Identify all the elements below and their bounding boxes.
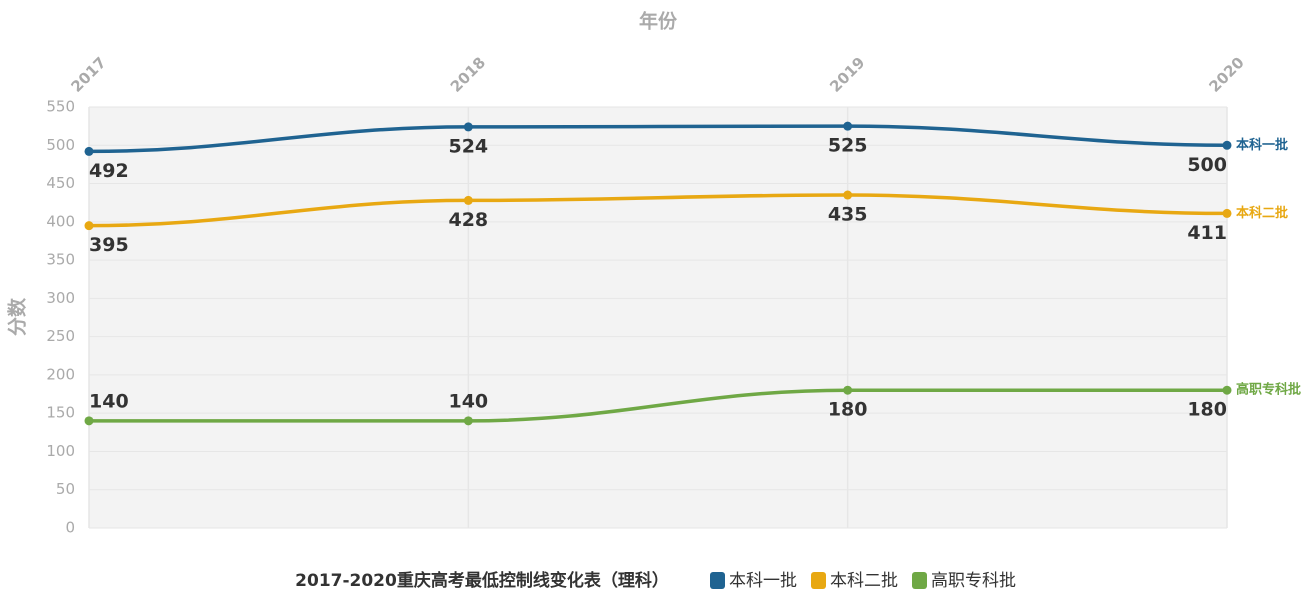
point — [84, 146, 94, 156]
legend-label: 本科一批 — [729, 571, 797, 591]
data-label: 140 — [89, 390, 129, 412]
point — [463, 195, 473, 205]
series-line — [88, 124, 1228, 154]
y-tick-label: 200 — [46, 365, 75, 383]
x-tick-label: 2018 — [447, 54, 489, 96]
y-tick-label: 250 — [46, 327, 75, 345]
y-axis-title: 分数 — [6, 297, 29, 336]
plot-background — [89, 107, 1227, 528]
y-tick-label: 0 — [65, 519, 75, 537]
legend-marker — [811, 572, 826, 589]
data-label: 411 — [1187, 222, 1227, 244]
series-end-label: 高职专科批 — [1236, 382, 1301, 398]
y-tick-label: 400 — [46, 212, 75, 230]
point — [843, 121, 853, 131]
legend-title: 2017-2020重庆高考最低控制线变化表（理科） — [295, 570, 669, 591]
point — [84, 221, 94, 231]
x-tick-label: 2019 — [826, 54, 868, 96]
legend-marker — [912, 572, 927, 589]
point — [463, 122, 473, 132]
y-tick-label: 500 — [46, 136, 75, 154]
data-label: 140 — [448, 390, 488, 412]
y-tick-label: 50 — [56, 480, 75, 498]
series-end-label: 本科一批 — [1236, 137, 1288, 153]
y-tick-label: 350 — [46, 251, 75, 269]
legend-label: 高职专科批 — [931, 571, 1016, 591]
point — [843, 190, 853, 200]
data-label: 428 — [448, 209, 488, 231]
y-tick-label: 550 — [46, 98, 75, 116]
series-end-label: 本科二批 — [1236, 205, 1288, 221]
point — [84, 416, 94, 426]
point — [1222, 208, 1232, 218]
point — [1222, 140, 1232, 150]
y-tick-label: 100 — [46, 442, 75, 460]
legend-marker — [710, 572, 725, 589]
point — [843, 385, 853, 395]
legend-label: 本科二批 — [830, 571, 898, 591]
x-tick-label: 2017 — [68, 54, 110, 96]
data-label: 180 — [1187, 399, 1227, 421]
y-tick-label: 300 — [46, 289, 75, 307]
data-label: 395 — [89, 234, 129, 256]
series-line — [88, 193, 1228, 228]
point — [463, 416, 473, 426]
data-label: 492 — [89, 160, 129, 182]
data-label: 180 — [828, 399, 868, 421]
x-tick-label: 2020 — [1206, 54, 1248, 96]
data-label: 435 — [828, 204, 868, 226]
y-tick-label: 450 — [46, 174, 75, 192]
data-label: 500 — [1187, 154, 1227, 176]
data-label: 525 — [828, 135, 868, 157]
series-line — [89, 388, 1227, 423]
point — [1222, 385, 1232, 395]
data-label: 524 — [448, 135, 488, 157]
y-tick-label: 150 — [46, 404, 75, 422]
x-axis-title: 年份 — [639, 10, 678, 33]
